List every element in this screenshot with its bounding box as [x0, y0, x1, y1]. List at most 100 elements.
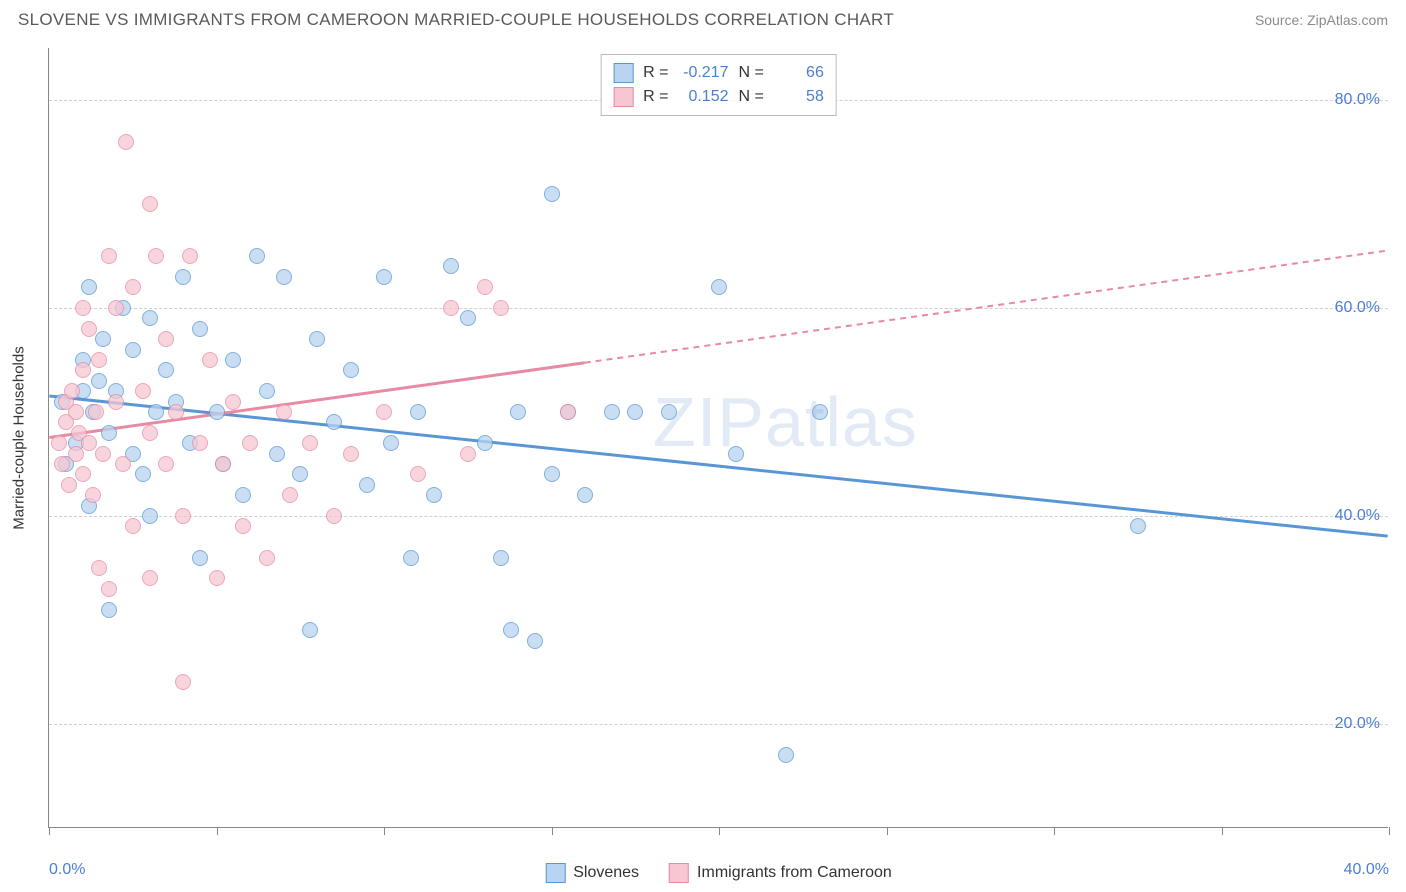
point-cameroon — [115, 456, 131, 472]
x-tick — [552, 827, 553, 835]
point-slovenes — [477, 435, 493, 451]
point-cameroon — [142, 425, 158, 441]
point-cameroon — [168, 404, 184, 420]
regression-line-solid — [49, 363, 584, 438]
point-cameroon — [343, 446, 359, 462]
point-cameroon — [142, 196, 158, 212]
legend-swatch-2 — [669, 863, 689, 883]
point-slovenes — [778, 747, 794, 763]
x-tick-label: 40.0% — [1344, 861, 1389, 879]
point-cameroon — [202, 352, 218, 368]
point-slovenes — [728, 446, 744, 462]
stat-n-label-2: N = — [739, 88, 764, 106]
point-slovenes — [259, 383, 275, 399]
legend-label-2: Immigrants from Cameroon — [697, 864, 892, 882]
point-cameroon — [142, 570, 158, 586]
point-slovenes — [225, 352, 241, 368]
point-cameroon — [91, 560, 107, 576]
point-cameroon — [376, 404, 392, 420]
stats-box: R = -0.217 N = 66 R = 0.152 N = 58 — [600, 54, 837, 116]
point-slovenes — [276, 269, 292, 285]
point-cameroon — [95, 446, 111, 462]
point-slovenes — [135, 466, 151, 482]
point-cameroon — [54, 456, 70, 472]
stat-n-1: 66 — [774, 64, 824, 82]
point-cameroon — [276, 404, 292, 420]
x-tick — [1054, 827, 1055, 835]
point-slovenes — [510, 404, 526, 420]
point-slovenes — [142, 310, 158, 326]
point-slovenes — [101, 425, 117, 441]
point-slovenes — [812, 404, 828, 420]
point-slovenes — [711, 279, 727, 295]
point-slovenes — [604, 404, 620, 420]
point-slovenes — [544, 186, 560, 202]
grid-line — [49, 308, 1388, 309]
point-cameroon — [125, 518, 141, 534]
swatch-series-2 — [613, 87, 633, 107]
stats-row-1: R = -0.217 N = 66 — [613, 61, 824, 85]
point-cameroon — [75, 362, 91, 378]
legend-swatch-1 — [545, 863, 565, 883]
point-slovenes — [91, 373, 107, 389]
point-slovenes — [460, 310, 476, 326]
point-slovenes — [443, 258, 459, 274]
legend-bottom: Slovenes Immigrants from Cameroon — [545, 863, 892, 883]
point-cameroon — [91, 352, 107, 368]
point-slovenes — [249, 248, 265, 264]
point-cameroon — [460, 446, 476, 462]
point-cameroon — [61, 477, 77, 493]
title-bar: SLOVENE VS IMMIGRANTS FROM CAMEROON MARR… — [0, 0, 1406, 36]
point-cameroon — [108, 300, 124, 316]
point-cameroon — [560, 404, 576, 420]
point-cameroon — [75, 300, 91, 316]
y-tick-label: 80.0% — [1335, 91, 1380, 109]
point-cameroon — [51, 435, 67, 451]
point-slovenes — [326, 414, 342, 430]
point-cameroon — [148, 248, 164, 264]
x-tick — [1389, 827, 1390, 835]
y-tick-label: 20.0% — [1335, 715, 1380, 733]
legend-item-1: Slovenes — [545, 863, 639, 883]
point-slovenes — [209, 404, 225, 420]
point-cameroon — [101, 581, 117, 597]
point-cameroon — [101, 248, 117, 264]
stat-n-label: N = — [739, 64, 764, 82]
point-slovenes — [95, 331, 111, 347]
point-slovenes — [192, 550, 208, 566]
point-slovenes — [309, 331, 325, 347]
point-slovenes — [148, 404, 164, 420]
grid-line — [49, 724, 1388, 725]
point-cameroon — [493, 300, 509, 316]
point-slovenes — [192, 321, 208, 337]
stat-r-label: R = — [643, 64, 668, 82]
point-slovenes — [426, 487, 442, 503]
point-cameroon — [64, 383, 80, 399]
point-cameroon — [410, 466, 426, 482]
point-cameroon — [215, 456, 231, 472]
point-cameroon — [81, 321, 97, 337]
x-tick — [719, 827, 720, 835]
point-cameroon — [175, 508, 191, 524]
point-cameroon — [68, 404, 84, 420]
point-cameroon — [88, 404, 104, 420]
point-slovenes — [627, 404, 643, 420]
point-cameroon — [108, 394, 124, 410]
point-slovenes — [383, 435, 399, 451]
point-cameroon — [75, 466, 91, 482]
grid-line — [49, 516, 1388, 517]
point-slovenes — [269, 446, 285, 462]
stat-r-1: -0.217 — [679, 64, 729, 82]
chart-title: SLOVENE VS IMMIGRANTS FROM CAMEROON MARR… — [18, 10, 894, 30]
point-cameroon — [68, 446, 84, 462]
point-slovenes — [376, 269, 392, 285]
point-slovenes — [343, 362, 359, 378]
legend-label-1: Slovenes — [573, 864, 639, 882]
point-slovenes — [661, 404, 677, 420]
x-tick — [1222, 827, 1223, 835]
point-cameroon — [259, 550, 275, 566]
point-slovenes — [142, 508, 158, 524]
point-cameroon — [192, 435, 208, 451]
x-tick — [887, 827, 888, 835]
point-slovenes — [292, 466, 308, 482]
